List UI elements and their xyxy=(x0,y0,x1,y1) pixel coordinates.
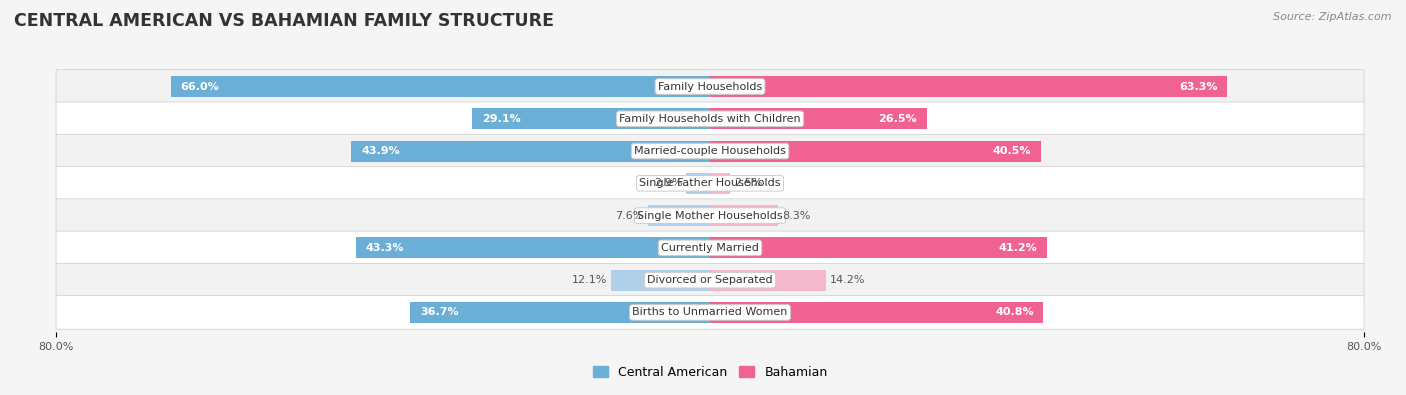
FancyBboxPatch shape xyxy=(56,263,1364,297)
Text: 36.7%: 36.7% xyxy=(420,307,458,318)
Bar xyxy=(710,76,1227,97)
FancyBboxPatch shape xyxy=(56,167,1364,200)
FancyBboxPatch shape xyxy=(56,295,1364,329)
Text: 40.8%: 40.8% xyxy=(995,307,1033,318)
Text: 12.1%: 12.1% xyxy=(572,275,607,285)
Text: 14.2%: 14.2% xyxy=(830,275,866,285)
Text: Single Mother Households: Single Mother Households xyxy=(637,211,783,221)
Bar xyxy=(710,173,731,194)
Text: 43.3%: 43.3% xyxy=(366,243,405,253)
Bar xyxy=(472,108,710,129)
Bar xyxy=(710,237,1046,258)
Text: 8.3%: 8.3% xyxy=(782,211,810,221)
Text: Single Father Households: Single Father Households xyxy=(640,178,780,188)
Bar xyxy=(710,302,1043,323)
Text: Births to Unmarried Women: Births to Unmarried Women xyxy=(633,307,787,318)
Text: 7.6%: 7.6% xyxy=(616,211,644,221)
Text: Family Households: Family Households xyxy=(658,81,762,92)
Text: Source: ZipAtlas.com: Source: ZipAtlas.com xyxy=(1274,12,1392,22)
FancyBboxPatch shape xyxy=(56,231,1364,265)
Bar xyxy=(710,270,827,291)
Bar xyxy=(648,205,710,226)
Text: Married-couple Households: Married-couple Households xyxy=(634,146,786,156)
Bar xyxy=(686,173,710,194)
Bar xyxy=(352,141,710,162)
FancyBboxPatch shape xyxy=(56,134,1364,168)
Text: 29.1%: 29.1% xyxy=(482,114,520,124)
Bar xyxy=(356,237,710,258)
Bar xyxy=(710,205,778,226)
Text: 2.5%: 2.5% xyxy=(734,178,763,188)
Bar xyxy=(411,302,710,323)
Text: 41.2%: 41.2% xyxy=(998,243,1038,253)
Text: 66.0%: 66.0% xyxy=(180,81,219,92)
Bar xyxy=(710,108,927,129)
FancyBboxPatch shape xyxy=(56,199,1364,232)
Text: Family Households with Children: Family Households with Children xyxy=(619,114,801,124)
FancyBboxPatch shape xyxy=(56,102,1364,135)
Text: 26.5%: 26.5% xyxy=(879,114,917,124)
Text: 40.5%: 40.5% xyxy=(993,146,1031,156)
Text: 43.9%: 43.9% xyxy=(361,146,399,156)
Text: 2.9%: 2.9% xyxy=(654,178,682,188)
Text: 63.3%: 63.3% xyxy=(1180,81,1218,92)
Bar xyxy=(612,270,710,291)
Legend: Central American, Bahamian: Central American, Bahamian xyxy=(588,361,832,384)
Text: CENTRAL AMERICAN VS BAHAMIAN FAMILY STRUCTURE: CENTRAL AMERICAN VS BAHAMIAN FAMILY STRU… xyxy=(14,12,554,30)
Bar xyxy=(170,76,710,97)
Bar xyxy=(710,141,1040,162)
FancyBboxPatch shape xyxy=(56,70,1364,103)
Text: Currently Married: Currently Married xyxy=(661,243,759,253)
Text: Divorced or Separated: Divorced or Separated xyxy=(647,275,773,285)
